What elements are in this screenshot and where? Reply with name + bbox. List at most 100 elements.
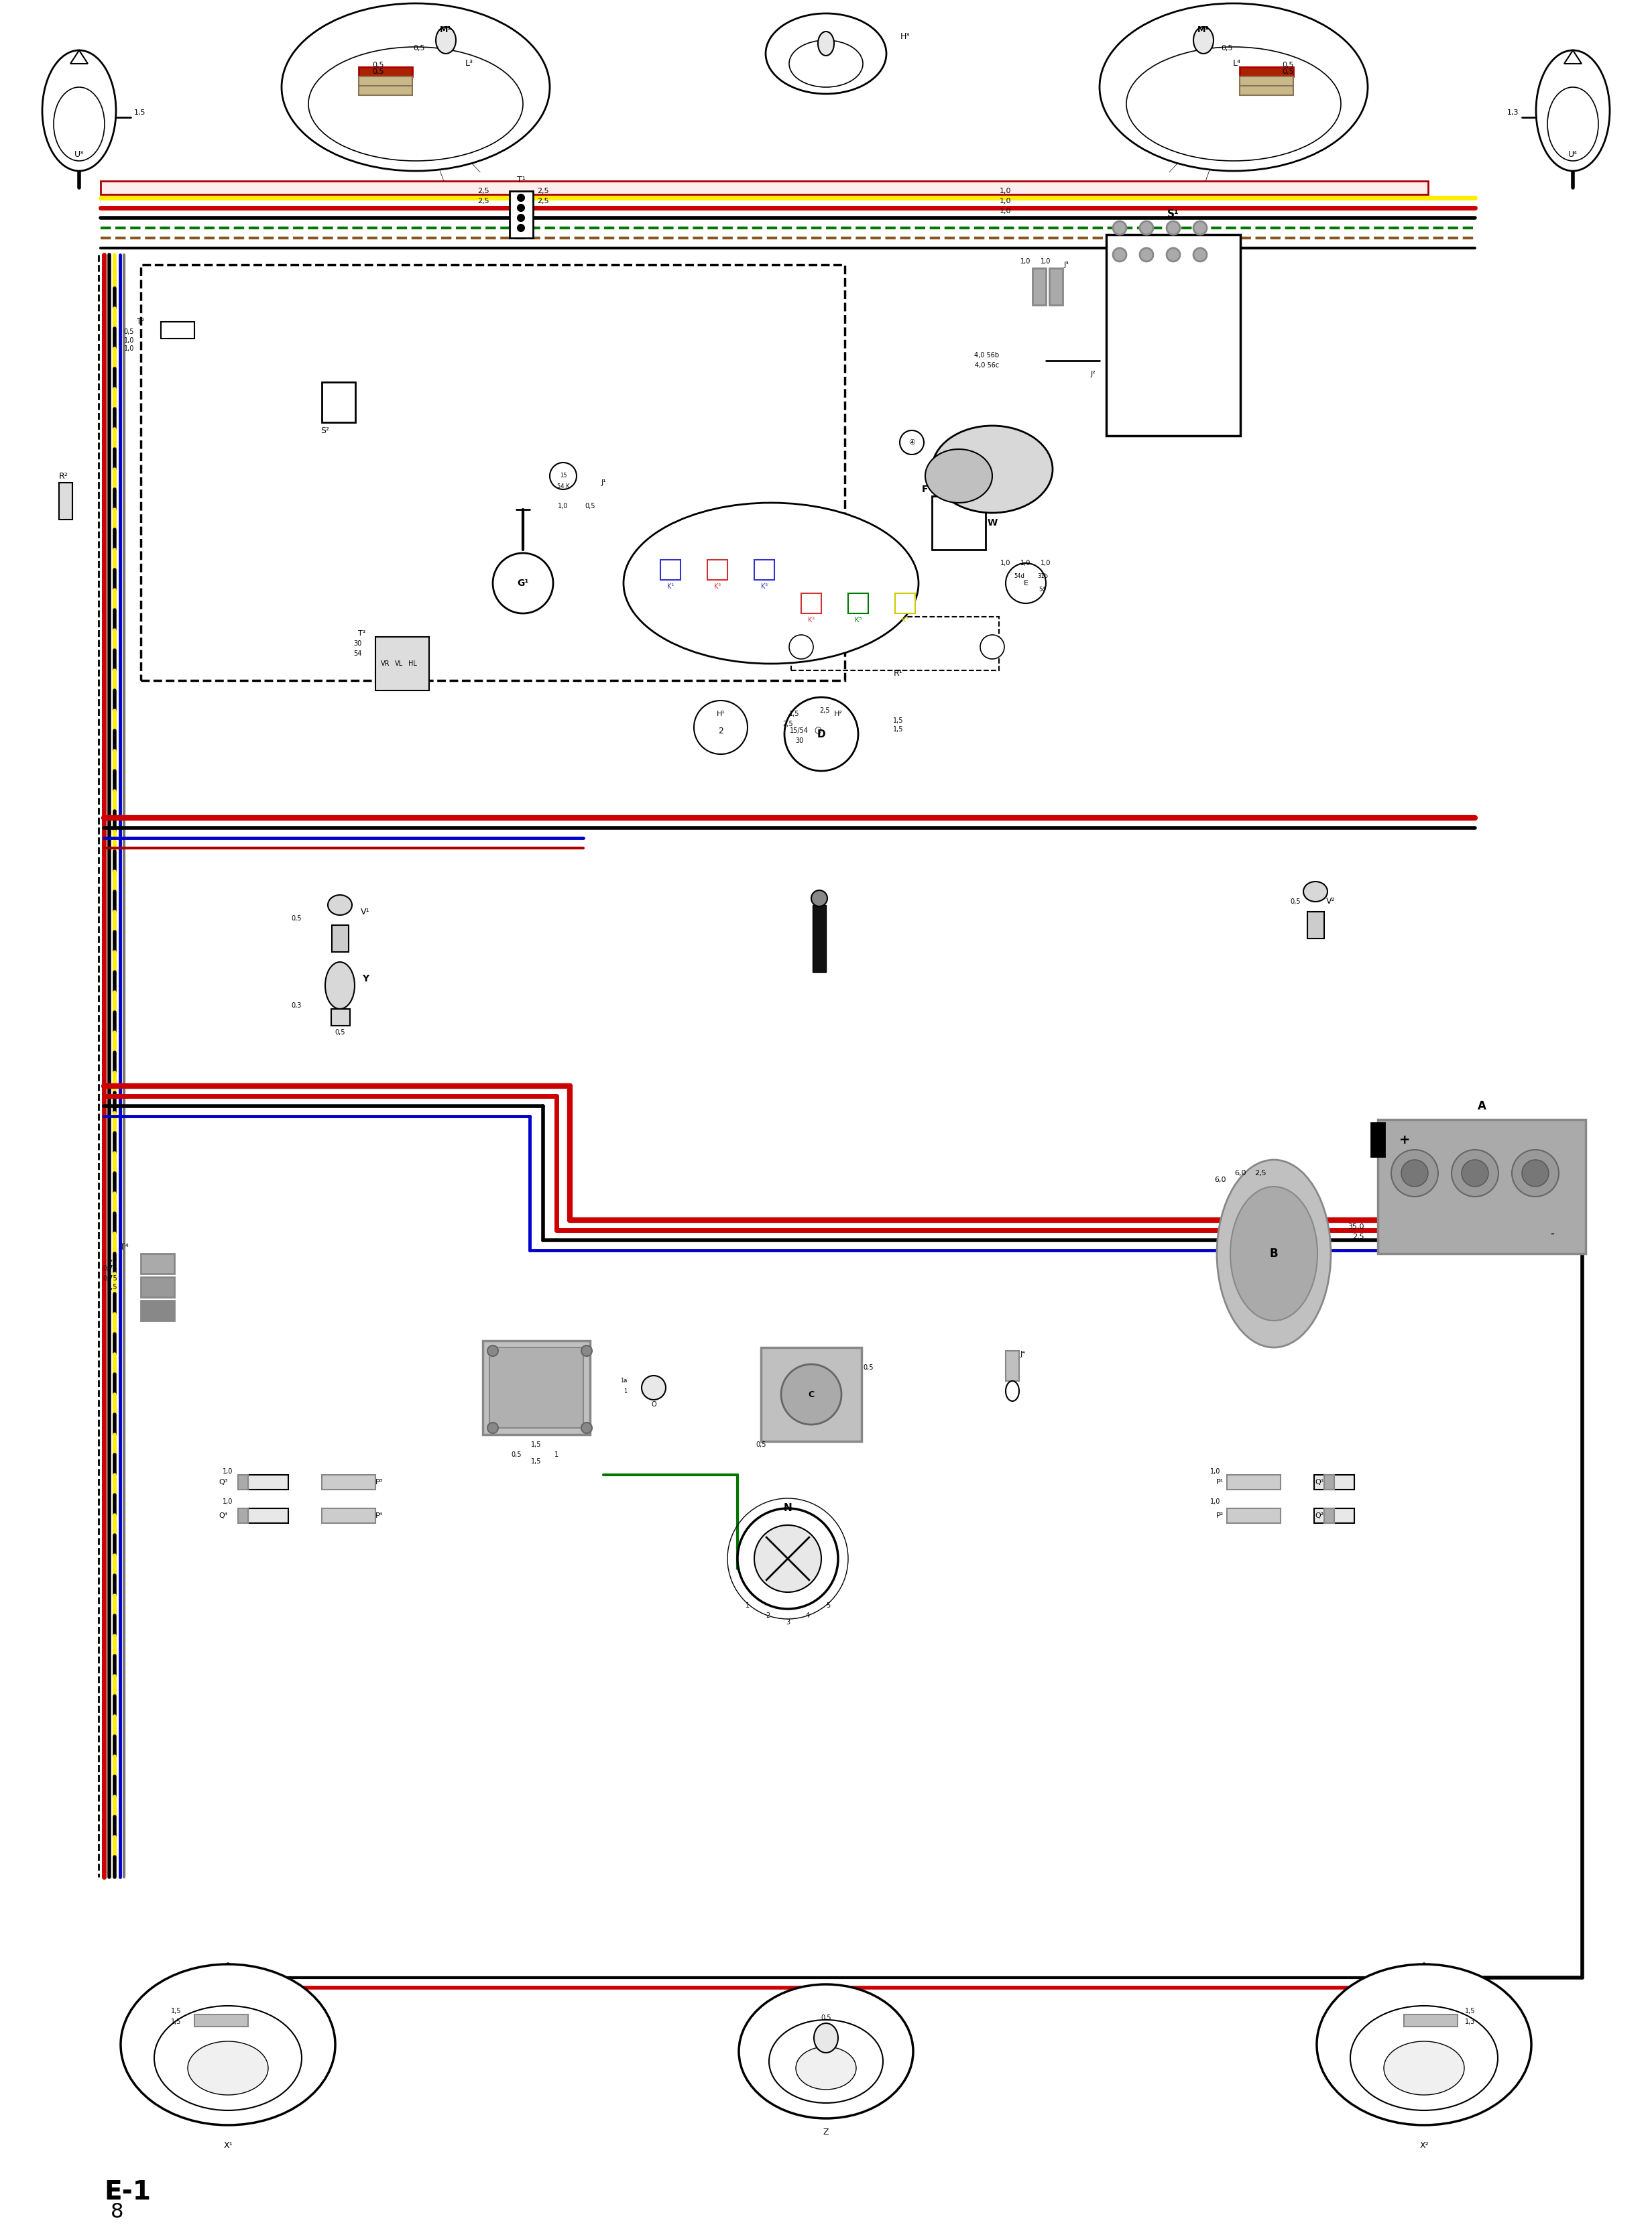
Text: 0,5: 0,5	[862, 1364, 874, 1371]
Ellipse shape	[53, 87, 104, 160]
Bar	[238, 1475, 248, 1489]
Text: 0,5: 0,5	[510, 1451, 522, 1457]
Ellipse shape	[1218, 1159, 1332, 1348]
Text: F: F	[922, 485, 928, 494]
Bar	[358, 76, 413, 87]
Text: 1: 1	[745, 1602, 750, 1609]
Circle shape	[492, 554, 553, 614]
Ellipse shape	[738, 1985, 914, 2118]
Text: 8: 8	[111, 2203, 124, 2223]
Text: 1,0: 1,0	[1001, 561, 1011, 567]
Text: VL: VL	[395, 661, 403, 667]
Text: 1: 1	[623, 1388, 626, 1395]
Text: 1,5: 1,5	[170, 2018, 182, 2025]
Text: 1,3: 1,3	[1507, 109, 1518, 116]
Ellipse shape	[121, 1965, 335, 2125]
Text: H²: H²	[834, 710, 843, 716]
Text: 1,5: 1,5	[170, 2007, 182, 2014]
Bar	[489, 1348, 583, 1428]
Ellipse shape	[1006, 1382, 1019, 1402]
Text: Y: Y	[362, 975, 368, 983]
Text: 1,5: 1,5	[532, 1442, 542, 1448]
Bar	[358, 67, 413, 76]
Ellipse shape	[765, 13, 887, 93]
Bar	[195, 2014, 248, 2027]
Bar	[59, 483, 73, 521]
Text: Z: Z	[823, 2127, 829, 2136]
Bar	[1239, 76, 1294, 87]
Text: -: -	[1550, 1228, 1555, 1239]
Text: 1,0: 1,0	[1209, 1497, 1221, 1504]
Text: 4,0 56b: 4,0 56b	[975, 352, 999, 358]
Text: C: C	[808, 1391, 814, 1400]
Text: Q³: Q³	[220, 1480, 228, 1486]
Bar	[160, 323, 195, 338]
Text: 54: 54	[354, 650, 362, 656]
Bar	[707, 561, 727, 581]
Bar	[322, 383, 355, 423]
Text: 0,5: 0,5	[821, 2014, 831, 2020]
Text: 0,5: 0,5	[413, 44, 425, 51]
Text: 6,0: 6,0	[1214, 1177, 1226, 1184]
Text: 0,5: 0,5	[755, 1442, 767, 1448]
Text: 1,5: 1,5	[894, 716, 904, 723]
Circle shape	[517, 205, 524, 211]
Text: W: W	[988, 518, 998, 527]
Bar	[801, 594, 821, 614]
Text: S¹: S¹	[1168, 209, 1180, 220]
Bar	[509, 191, 534, 238]
Circle shape	[900, 429, 923, 454]
Text: 0,3: 0,3	[291, 1001, 302, 1008]
Circle shape	[781, 1364, 841, 1424]
Text: K⁵: K⁵	[714, 583, 720, 590]
Text: K¹: K¹	[667, 583, 674, 590]
Text: 2,5: 2,5	[477, 198, 489, 205]
Bar	[248, 1509, 289, 1524]
Text: 54d: 54d	[1014, 574, 1024, 578]
Text: 1,5: 1,5	[894, 725, 904, 732]
Text: 0,5: 0,5	[291, 914, 302, 921]
Circle shape	[755, 1524, 821, 1593]
Text: M²: M²	[1198, 27, 1209, 36]
Bar	[140, 1253, 175, 1273]
Bar	[1107, 234, 1241, 436]
Text: 1,0: 1,0	[223, 1497, 233, 1504]
Ellipse shape	[814, 2023, 838, 2054]
Ellipse shape	[309, 47, 524, 160]
Text: P³: P³	[375, 1480, 383, 1486]
Bar	[1325, 1475, 1335, 1489]
Circle shape	[1391, 1150, 1439, 1197]
Bar	[140, 1302, 175, 1322]
Ellipse shape	[281, 4, 550, 171]
Text: J²: J²	[1090, 372, 1095, 378]
Text: K³: K³	[854, 616, 862, 623]
Ellipse shape	[1231, 1186, 1317, 1322]
Text: 30: 30	[795, 736, 803, 743]
Text: 0,75: 0,75	[102, 1275, 117, 1282]
Bar	[1378, 1119, 1586, 1253]
Bar	[847, 594, 869, 614]
Text: L⁴: L⁴	[1232, 60, 1241, 69]
Text: 1,0: 1,0	[999, 187, 1011, 194]
Circle shape	[550, 463, 577, 490]
Bar	[238, 1509, 248, 1524]
Bar	[1371, 1124, 1384, 1157]
Text: G¹: G¹	[517, 578, 529, 587]
Text: 1,0: 1,0	[1021, 561, 1031, 567]
Ellipse shape	[770, 2020, 882, 2103]
Bar	[1239, 87, 1294, 96]
Circle shape	[1006, 563, 1046, 603]
Text: 0,5: 0,5	[1221, 44, 1232, 51]
Ellipse shape	[1303, 881, 1328, 901]
Text: ④: ④	[909, 438, 915, 445]
Ellipse shape	[327, 894, 352, 914]
Text: R¹: R¹	[894, 670, 904, 679]
Text: T³: T³	[358, 630, 365, 636]
Text: J¹: J¹	[601, 478, 606, 485]
Text: 2,5: 2,5	[537, 187, 548, 194]
Text: 2,5: 2,5	[537, 198, 548, 205]
Text: T²: T²	[137, 318, 145, 325]
Text: 5: 5	[826, 1602, 829, 1609]
Text: 1,3: 1,3	[1465, 2018, 1475, 2025]
Text: P²: P²	[1216, 1513, 1224, 1520]
